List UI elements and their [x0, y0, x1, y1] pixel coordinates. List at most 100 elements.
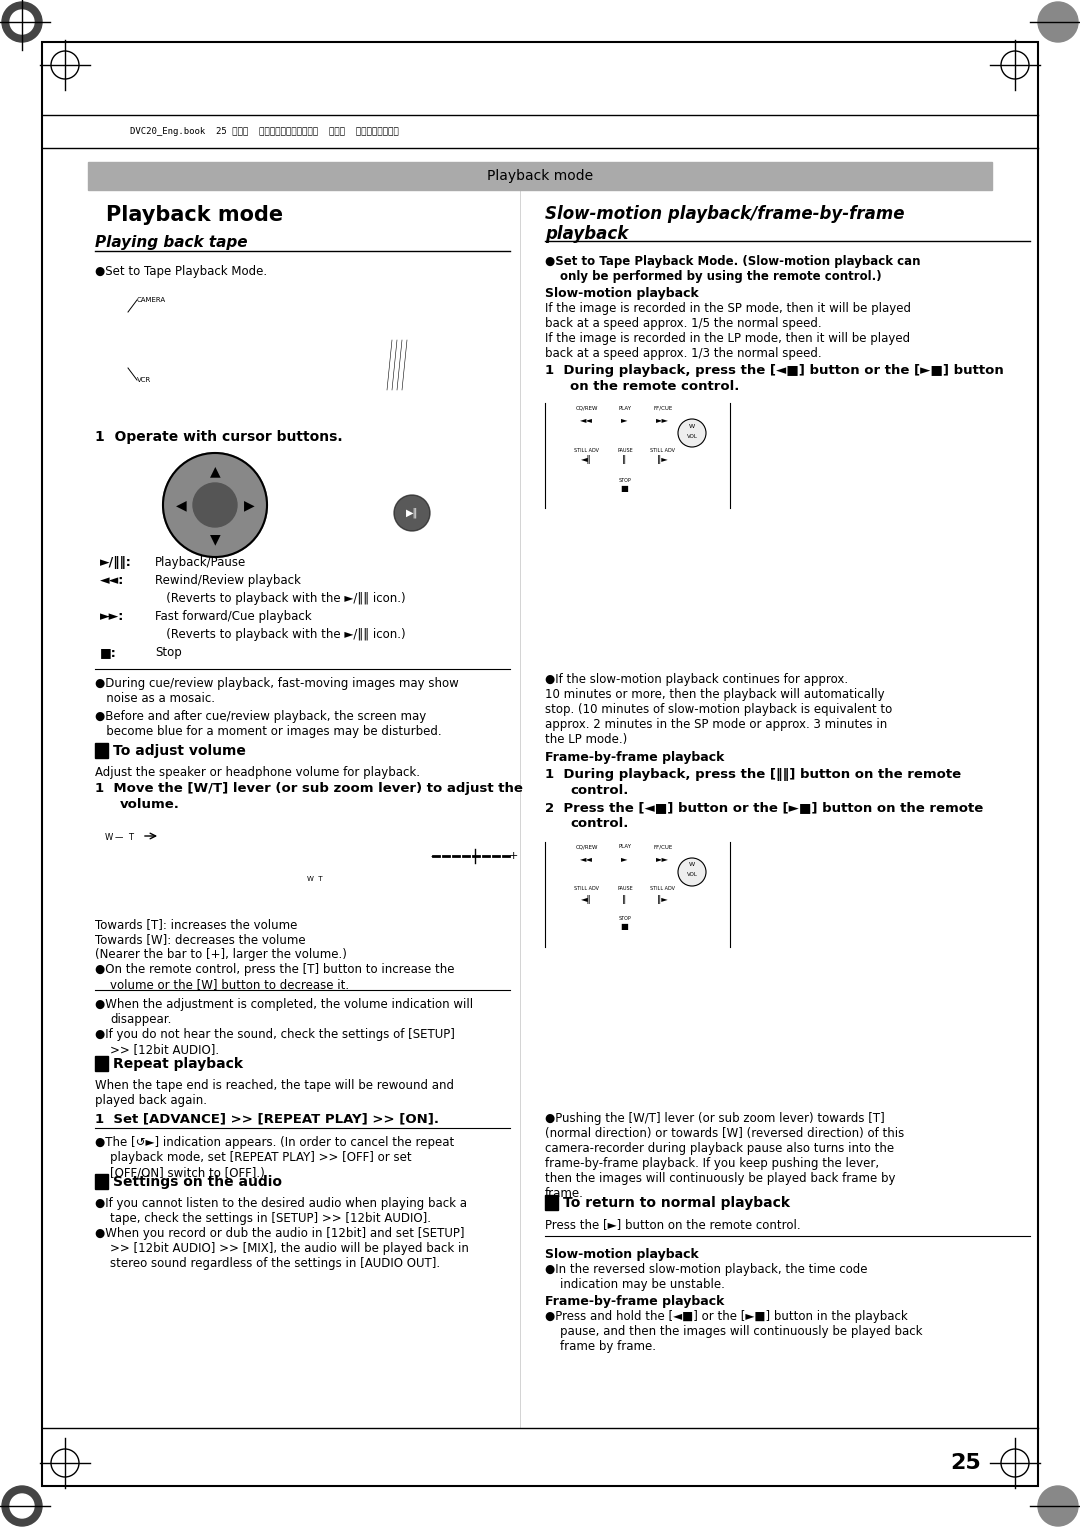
- Bar: [611, 891, 637, 908]
- Text: If the image is recorded in the SP mode, then it will be played: If the image is recorded in the SP mode,…: [545, 303, 912, 315]
- Circle shape: [10, 1494, 33, 1517]
- Text: (Reverts to playback with the ►/‖‖ icon.): (Reverts to playback with the ►/‖‖ icon.…: [156, 628, 406, 642]
- Text: frame by frame.: frame by frame.: [561, 1340, 656, 1352]
- Bar: [245, 286, 365, 319]
- Text: W  T: W T: [307, 876, 323, 882]
- Text: Adjust the speaker or headphone volume for playback.: Adjust the speaker or headphone volume f…: [95, 766, 420, 779]
- Bar: [555, 963, 742, 1102]
- Text: W: W: [689, 862, 696, 868]
- Text: volume or the [W] button to decrease it.: volume or the [W] button to decrease it.: [110, 978, 349, 992]
- Text: ‖►: ‖►: [657, 894, 667, 903]
- Circle shape: [394, 495, 430, 532]
- Text: ◄‖: ◄‖: [581, 455, 592, 465]
- Bar: [747, 523, 934, 663]
- Text: ●The [↺►] indication appears. (In order to cancel the repeat: ●The [↺►] indication appears. (In order …: [95, 1135, 455, 1149]
- Bar: [611, 452, 637, 468]
- Text: Playback mode: Playback mode: [107, 205, 284, 225]
- Text: ◄‖: ◄‖: [581, 894, 592, 903]
- FancyBboxPatch shape: [102, 310, 127, 342]
- Text: on the remote control.: on the remote control.: [570, 380, 740, 393]
- Circle shape: [832, 539, 868, 576]
- Text: frame-by-frame playback. If you keep pushing the lever,: frame-by-frame playback. If you keep pus…: [545, 1157, 879, 1170]
- FancyBboxPatch shape: [97, 822, 145, 856]
- Text: (Nearer the bar to [+], larger the volume.): (Nearer the bar to [+], larger the volum…: [95, 947, 347, 961]
- Text: Towards [W]: decreases the volume: Towards [W]: decreases the volume: [95, 934, 306, 946]
- Text: 111: 111: [752, 654, 762, 659]
- Text: approx. 2 minutes in the SP mode or approx. 3 minutes in: approx. 2 minutes in the SP mode or appr…: [545, 718, 888, 730]
- Circle shape: [678, 419, 706, 448]
- Bar: [750, 1089, 811, 1100]
- Text: playback mode, set [REPEAT PLAY] >> [OFF] or set: playback mode, set [REPEAT PLAY] >> [OFF…: [110, 1151, 411, 1164]
- Circle shape: [687, 979, 723, 1015]
- Bar: [611, 921, 637, 934]
- Text: Frame-by-frame playback: Frame-by-frame playback: [545, 1296, 725, 1308]
- Text: ◄◄: ◄◄: [580, 854, 593, 863]
- Text: ►►:: ►►:: [100, 610, 124, 623]
- Text: 1  Set [ADVANCE] >> [REPEAT PLAY] >> [ON].: 1 Set [ADVANCE] >> [REPEAT PLAY] >> [ON]…: [95, 1112, 438, 1125]
- Text: [OFF/ON] switch to [OFF].): [OFF/ON] switch to [OFF].): [110, 1166, 265, 1180]
- Bar: [330, 458, 440, 538]
- Text: Playing back tape: Playing back tape: [95, 235, 247, 251]
- Text: VCR: VCR: [137, 377, 151, 384]
- Text: ●During cue/review playback, fast-moving images may show: ●During cue/review playback, fast-moving…: [95, 677, 459, 691]
- Text: 1  Move the [W/T] lever (or sub zoom lever) to adjust the: 1 Move the [W/T] lever (or sub zoom leve…: [95, 782, 523, 795]
- Text: ‖: ‖: [622, 894, 626, 903]
- Text: 10 minutes or more, then the playback will automatically: 10 minutes or more, then the playback wi…: [545, 688, 885, 701]
- Text: Settings on the audio: Settings on the audio: [113, 1175, 282, 1189]
- Circle shape: [339, 468, 372, 500]
- Text: (normal direction) or towards [W] (reversed direction) of this: (normal direction) or towards [W] (rever…: [545, 1128, 904, 1140]
- Text: pause, and then the images will continuously be played back: pause, and then the images will continuo…: [561, 1325, 922, 1339]
- Text: 1  During playback, press the [‖‖] button on the remote: 1 During playback, press the [‖‖] button…: [545, 769, 961, 781]
- Bar: [573, 851, 599, 866]
- Bar: [557, 651, 619, 662]
- Text: indication may be unstable.: indication may be unstable.: [561, 1277, 725, 1291]
- Bar: [611, 413, 637, 428]
- Text: become blue for a moment or images may be disturbed.: become blue for a moment or images may b…: [95, 724, 442, 738]
- Text: 111: 111: [561, 654, 570, 659]
- Text: ●If you do not hear the sound, check the settings of [SETUP]: ●If you do not hear the sound, check the…: [95, 1028, 455, 1041]
- Text: ◄◄: ◄◄: [602, 556, 621, 568]
- Circle shape: [787, 1021, 838, 1071]
- Circle shape: [2, 1487, 42, 1526]
- Circle shape: [849, 1033, 888, 1073]
- Text: If the image is recorded in the LP mode, then it will be played: If the image is recorded in the LP mode,…: [545, 332, 910, 345]
- Text: the LP mode.): the LP mode.): [545, 733, 627, 746]
- Bar: [426, 828, 525, 883]
- Text: ●If you cannot listen to the desired audio when playing back a: ●If you cannot listen to the desired aud…: [95, 1196, 467, 1210]
- Text: STILL ADV: STILL ADV: [650, 886, 675, 891]
- Circle shape: [678, 859, 706, 886]
- Bar: [95, 1174, 108, 1189]
- Bar: [573, 413, 599, 428]
- Text: CAMERA: CAMERA: [137, 296, 166, 303]
- Text: ►: ►: [621, 854, 627, 863]
- Text: ►: ►: [621, 416, 627, 425]
- Text: noise as a mosaic.: noise as a mosaic.: [95, 692, 215, 704]
- Text: STILL ADV: STILL ADV: [650, 448, 675, 452]
- Text: PAUSE: PAUSE: [617, 886, 633, 891]
- Bar: [611, 851, 637, 866]
- Circle shape: [878, 539, 915, 576]
- Text: Repeat playback: Repeat playback: [113, 1057, 243, 1071]
- Text: ●Before and after cue/review playback, the screen may: ●Before and after cue/review playback, t…: [95, 711, 427, 723]
- Circle shape: [639, 539, 676, 576]
- Bar: [649, 891, 675, 908]
- Text: 1  Operate with cursor buttons.: 1 Operate with cursor buttons.: [95, 429, 342, 445]
- Text: PAUSE: PAUSE: [617, 448, 633, 452]
- Text: ►►: ►►: [868, 995, 888, 1007]
- Circle shape: [878, 979, 915, 1015]
- Circle shape: [10, 11, 33, 34]
- Circle shape: [163, 452, 267, 558]
- Circle shape: [193, 483, 237, 527]
- Text: Press the [►] button on the remote control.: Press the [►] button on the remote contr…: [545, 1218, 800, 1232]
- Bar: [165, 319, 405, 400]
- Text: ●In the reversed slow-motion playback, the time code: ●In the reversed slow-motion playback, t…: [545, 1264, 867, 1276]
- Circle shape: [657, 594, 697, 634]
- Text: Frame-by-frame playback: Frame-by-frame playback: [545, 750, 725, 764]
- Bar: [747, 963, 934, 1102]
- Circle shape: [369, 468, 401, 500]
- Bar: [95, 743, 108, 758]
- Text: ◄◄:: ◄◄:: [100, 575, 124, 587]
- Text: STILL ADV: STILL ADV: [575, 448, 599, 452]
- Circle shape: [832, 979, 868, 1015]
- Text: ●Set to Tape Playback Mode.: ●Set to Tape Playback Mode.: [95, 264, 267, 278]
